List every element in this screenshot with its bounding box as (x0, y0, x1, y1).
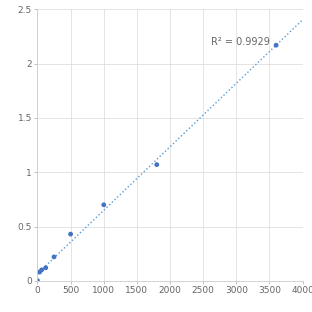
Point (37, 270, 42, 275)
Point (35, 278, 40, 283)
Point (274, 43, 279, 48)
Point (101, 202, 106, 207)
Point (154, 162, 159, 167)
Point (39, 267, 44, 272)
Point (68, 232, 73, 236)
Point (43, 265, 48, 270)
Point (51, 254, 56, 259)
Text: R² = 0.9929: R² = 0.9929 (211, 37, 270, 47)
